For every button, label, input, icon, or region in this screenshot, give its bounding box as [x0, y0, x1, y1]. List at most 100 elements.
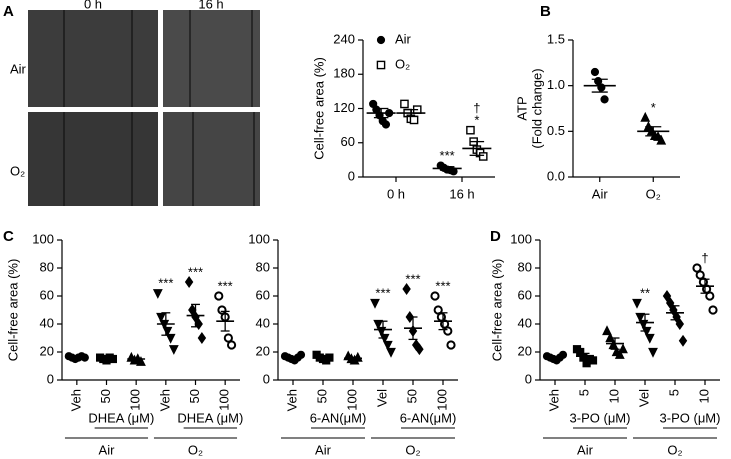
x-tick-label: Veh [284, 389, 299, 411]
point [692, 263, 702, 273]
column-label: 0 h [84, 0, 102, 11]
point [402, 283, 411, 295]
y-tick-label: 20 [518, 343, 532, 358]
point [226, 340, 237, 350]
point [136, 356, 146, 366]
x-tick-label: 10 [696, 389, 711, 403]
group-label: O₂ [188, 442, 203, 457]
x-tick-label: 5 [666, 389, 681, 396]
subgroup-label: DHEA (μM) [88, 410, 154, 425]
subgroup-label: 3-PO (μM) [660, 410, 721, 425]
group-label: O₂ [405, 442, 420, 457]
point [478, 152, 488, 161]
y-axis-label: ATP [514, 96, 529, 120]
point [370, 298, 380, 309]
point [602, 325, 612, 336]
point [600, 95, 609, 104]
y-tick-label: 0 [525, 371, 532, 386]
point [376, 35, 386, 45]
y-tick-label: 80 [518, 259, 532, 274]
group-label: Air [99, 442, 116, 457]
group-label: Air [315, 442, 332, 457]
point [675, 318, 685, 330]
x-tick-label: 50 [98, 389, 113, 403]
x-tick-label: 100 [434, 389, 449, 411]
point [409, 115, 419, 125]
y-tick-label: 0 [47, 371, 54, 386]
y-tick-label: 20 [40, 343, 54, 358]
subgroup-label: 6-AN(μM) [310, 410, 367, 425]
y-tick-label: 100 [510, 231, 532, 246]
x-tick-label: O₂ [646, 186, 661, 201]
significance-label: *** [375, 285, 390, 300]
y-tick-label: 100 [248, 231, 270, 246]
x-tick-label: 5 [576, 389, 591, 396]
panel-label: B [540, 3, 551, 20]
y-tick-label: 60 [256, 287, 270, 302]
column-label: 16 h [198, 0, 223, 11]
x-tick-label: 50 [314, 389, 329, 403]
point [590, 67, 600, 77]
y-tick-label: 20 [256, 343, 270, 358]
y-tick-label: 40 [40, 315, 54, 330]
x-tick-label: Vel [374, 389, 389, 407]
significance-label: ** [640, 285, 650, 300]
x-tick-label: 100 [217, 389, 232, 411]
x-tick-label: 50 [187, 389, 202, 403]
point [165, 333, 176, 344]
subgroup-label: DHEA (μM) [177, 410, 243, 425]
point [614, 349, 625, 359]
y-tick-label: 40 [518, 315, 532, 330]
x-tick-label: 0 h [387, 186, 405, 201]
point [640, 111, 651, 122]
subgroup-label: 3-PO (μM) [570, 410, 631, 425]
point [376, 60, 386, 70]
image [28, 112, 158, 206]
legend-label: Air [395, 31, 412, 46]
x-tick-label: 100 [128, 389, 143, 411]
point [382, 340, 393, 351]
point [588, 356, 598, 365]
y-tick-label: 80 [40, 259, 54, 274]
y-tick-label: 0 [263, 371, 270, 386]
significance-label: *** [218, 278, 233, 293]
panel-label: D [490, 228, 501, 245]
point [648, 347, 658, 358]
image [163, 112, 260, 206]
significance-label: *** [405, 271, 420, 286]
point [466, 125, 475, 135]
y-axis-label: (Fold change) [529, 68, 544, 148]
point [197, 332, 207, 344]
y-tick-label: 180 [333, 66, 355, 81]
point [386, 347, 396, 358]
significance-label: † [701, 250, 708, 265]
subgroup-label: 6-AN(μM) [400, 410, 457, 425]
point [217, 305, 227, 315]
point [184, 276, 194, 288]
point [440, 319, 450, 329]
y-tick-label: 1.5 [547, 31, 565, 46]
significance-label: *** [440, 148, 455, 163]
point [430, 291, 440, 301]
point [662, 290, 672, 302]
y-tick-label: 0 [348, 168, 355, 183]
y-tick-label: 1.0 [547, 77, 565, 92]
group-label: Air [577, 442, 594, 457]
significance-label: † [473, 101, 480, 116]
significance-label: *** [158, 276, 173, 291]
point [678, 334, 688, 347]
point [168, 345, 179, 355]
x-tick-label: 10 [606, 389, 621, 403]
y-axis-label: Cell-free area (%) [311, 57, 326, 160]
y-tick-label: 40 [256, 315, 270, 330]
point [415, 343, 424, 356]
x-tick-label: 16 h [449, 186, 474, 201]
micrographs: 0 h 16 h Air O₂ [10, 0, 260, 206]
point [443, 326, 453, 336]
point [656, 134, 667, 145]
legend-label: O₂ [395, 56, 410, 71]
point [373, 319, 384, 330]
point [708, 305, 718, 315]
point [400, 99, 409, 109]
